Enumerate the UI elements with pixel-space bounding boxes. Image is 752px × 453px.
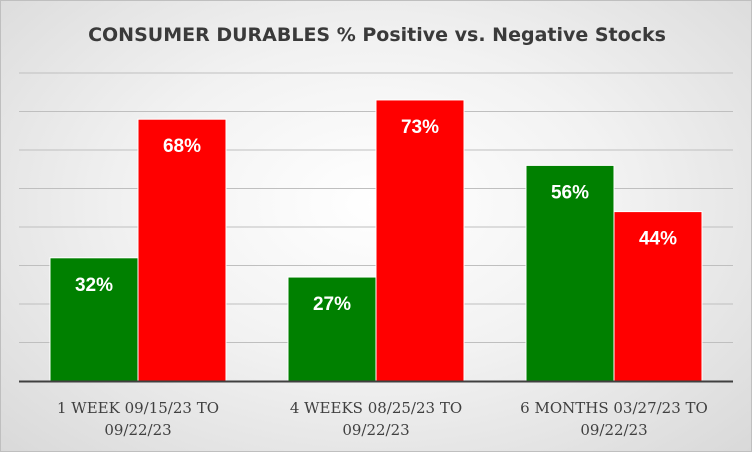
category-label: 6 MONTHS 03/27/23 TO [520,399,708,417]
category-label: 09/22/23 [104,421,171,439]
negative-bar [613,211,703,382]
negative-bar [137,118,227,382]
data-label: 68% [163,136,201,157]
category-label: 09/22/23 [580,421,647,439]
data-label: 27% [313,294,351,315]
negative-bar [375,99,465,382]
data-label: 44% [639,229,677,250]
chart-title: CONSUMER DURABLES % Positive vs. Negativ… [88,24,666,46]
data-label: 32% [75,275,113,296]
category-label: 09/22/23 [342,421,409,439]
positive-bar [525,164,615,382]
bars [49,99,703,382]
data-labels: 32% 68% 27% 73% 56% 44% [75,117,677,315]
data-label: 56% [551,182,589,203]
category-label: 4 WEEKS 08/25/23 TO [290,399,462,417]
positive-bar [287,276,377,382]
category-label: 1 WEEK 09/15/23 TO [57,399,219,417]
category-labels: 1 WEEK 09/15/23 TO 09/22/23 4 WEEKS 08/25/… [57,399,708,439]
positive-bar [49,257,139,382]
data-label: 73% [401,117,439,138]
